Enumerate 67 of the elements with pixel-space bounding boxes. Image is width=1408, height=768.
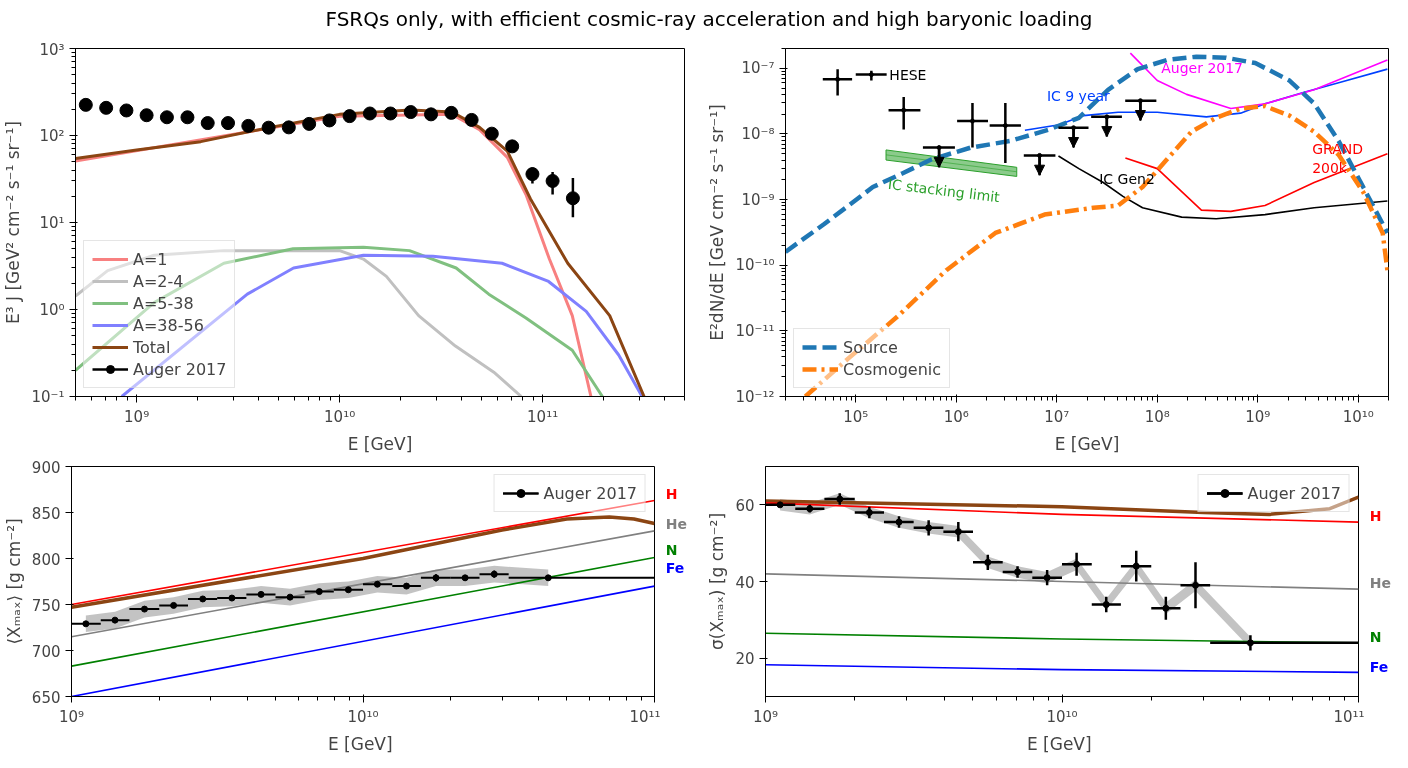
x-tick-label: 10¹¹ <box>629 707 661 726</box>
y-tick-label: 10¹ <box>39 213 65 232</box>
chart-title: FSRQs only, with efficient cosmic-ray acceleration and high baryonic loading <box>325 6 1093 33</box>
y-tick-label: 10⁰ <box>39 300 65 319</box>
series-label: HESE <box>889 66 927 83</box>
series-label: Auger 2017 <box>1161 59 1244 76</box>
x-tick-label: 10⁹ <box>124 407 150 426</box>
x-tick-label: 10¹⁰ <box>1046 707 1078 726</box>
x-axis-title: E [GeV] <box>347 433 413 454</box>
x-tick-label: 10⁹ <box>1245 407 1271 426</box>
x-tick-label: 10⁸ <box>1144 407 1170 426</box>
series-label: IC 9 year <box>1046 88 1111 105</box>
legend-label: Source <box>843 337 898 357</box>
legend-label: Auger 2017 <box>1247 483 1341 503</box>
y-tick-label: 10⁻¹ <box>31 387 65 406</box>
x-tick-label: 10¹⁰ <box>347 707 379 726</box>
y-tick-label: 20 <box>735 650 755 669</box>
y-tick-label: 10⁻⁸ <box>741 124 775 143</box>
y-tick-label: 10⁻⁷ <box>741 59 775 78</box>
y-tick-label: 850 <box>31 504 61 523</box>
series-label: H <box>1369 508 1382 525</box>
y-tick-label: 10³ <box>39 40 65 59</box>
x-tick-label: 10⁹ <box>752 707 779 726</box>
x-tick-label: 10⁵ <box>843 407 869 426</box>
legend-label: Auger 2017 <box>543 483 637 503</box>
y-tick-label: 800 <box>31 550 61 569</box>
legend-label: A=1 <box>133 249 168 269</box>
x-tick-label: 10⁷ <box>1044 407 1070 426</box>
y-tick-label: 60 <box>735 496 755 515</box>
x-tick-label: 10⁶ <box>943 407 969 426</box>
y-axis-title: E²dN/dE [GeV cm⁻² s⁻¹ sr⁻¹] <box>707 104 728 341</box>
text: IC stacking limit <box>887 175 1002 206</box>
x-tick-label: 10¹⁰ <box>324 407 356 426</box>
y-tick-label: 40 <box>735 573 755 592</box>
series-label: IC Gen2 <box>1099 171 1155 188</box>
series-label: He <box>665 515 687 532</box>
legend-label: A=38-56 <box>133 315 204 335</box>
x-axis-title: E [GeV] <box>1026 733 1092 754</box>
y-tick-label: 10² <box>39 126 65 145</box>
series-label: H <box>665 485 678 502</box>
y-tick-label: 700 <box>31 642 61 661</box>
series-label: N <box>1369 628 1382 645</box>
x-tick-label: 10¹⁰ <box>1342 407 1374 426</box>
x-axis-title: E [GeV] <box>1054 433 1120 454</box>
y-tick-label: 650 <box>31 688 61 707</box>
legend-label: Total <box>133 337 171 357</box>
series-label: N <box>665 541 678 558</box>
y-tick-label: 10⁻⁹ <box>741 190 775 209</box>
x-tick-label: 10⁹ <box>58 707 85 726</box>
series-label: Fe <box>665 560 685 577</box>
y-tick-label: 10⁻¹⁰ <box>735 256 775 275</box>
legend-label: A=5-38 <box>133 293 194 313</box>
legend-label: Cosmogenic <box>843 359 942 379</box>
legend-label: Auger 2017 <box>133 359 227 379</box>
y-tick-label: 10⁻¹² <box>735 387 775 406</box>
y-axis-title: ⟨Xₘₐₓ⟩ [g cm⁻²] <box>3 518 24 645</box>
y-tick-label: 750 <box>31 596 61 615</box>
x-tick-label: 10¹¹ <box>1333 707 1365 726</box>
series-label: He <box>1369 575 1391 592</box>
x-tick-label: 10¹¹ <box>527 407 559 426</box>
y-axis-title: σ(Xₘₐₓ) [g cm⁻²] <box>707 512 728 651</box>
y-tick-label: 10⁻¹¹ <box>735 321 775 340</box>
x-axis-title: E [GeV] <box>327 733 393 754</box>
legend-label: A=2-4 <box>133 271 184 291</box>
y-axis-title: E³ J [GeV² cm⁻² s⁻¹ sr⁻¹] <box>3 121 24 324</box>
y-tick-label: 900 <box>31 458 61 477</box>
series-label: Fe <box>1369 659 1389 676</box>
